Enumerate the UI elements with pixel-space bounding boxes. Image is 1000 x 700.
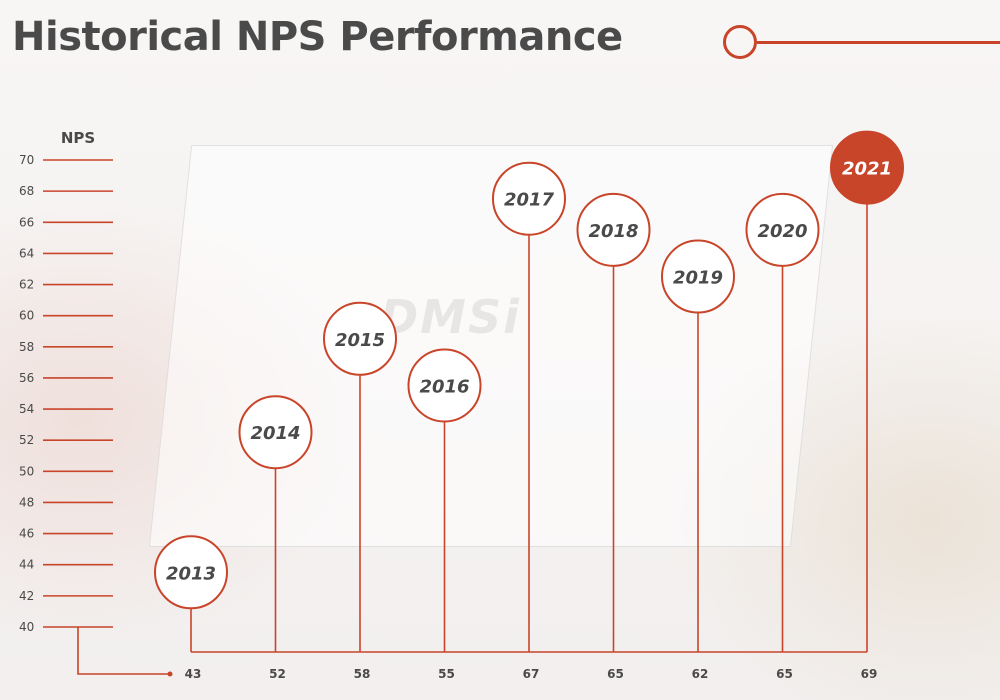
value-label-2019: 62 (692, 667, 709, 681)
value-label-2020: 65 (776, 667, 793, 681)
y-tick-label: 52 (19, 433, 34, 447)
y-tick-label: 64 (19, 246, 34, 260)
bubble-2019 (661, 239, 735, 314)
value-label-2015: 58 (354, 667, 371, 681)
year-label-2013: 2013 (166, 563, 216, 584)
bubble-2018 (576, 192, 651, 267)
y-tick-label: 58 (19, 340, 34, 354)
year-label-2016: 2016 (419, 377, 469, 398)
dmsi-watermark-logo: DMSi (380, 290, 521, 344)
y-tick-label: 56 (19, 371, 34, 385)
y-tick-label: 46 (19, 527, 34, 541)
y-tick-label: 68 (19, 184, 34, 198)
y-tick-label: 60 (19, 309, 34, 323)
y-tick-label: 50 (19, 464, 34, 478)
value-label-2021: 69 (861, 667, 878, 681)
bubble-2016 (407, 348, 482, 423)
year-label-2017: 2017 (504, 190, 555, 211)
page-title: Historical NPS Performance (12, 14, 623, 60)
year-label-2014: 2014 (250, 423, 300, 444)
value-label-2018: 65 (607, 667, 624, 681)
value-label-2016: 55 (438, 667, 455, 681)
y-tick-label: 40 (19, 620, 34, 634)
value-label-2017: 67 (523, 667, 540, 681)
year-label-2015: 2015 (335, 330, 385, 351)
year-label-2020: 2020 (757, 221, 807, 242)
bubble-2020 (745, 192, 820, 267)
bubble-2015 (323, 301, 397, 376)
bubble-2021 (830, 130, 904, 205)
decorative-circle (723, 25, 757, 59)
axis-connector (77, 627, 170, 675)
y-axis-label: NPS (61, 129, 95, 147)
axis-connector-dot (167, 671, 173, 677)
y-tick-label: 48 (19, 495, 34, 509)
y-tick-label: 42 (19, 589, 34, 603)
year-label-2019: 2019 (673, 268, 723, 289)
bubble-2017 (492, 161, 566, 236)
year-label-2021: 2021 (842, 159, 892, 180)
y-tick-label: 44 (19, 558, 34, 572)
bubble-2014 (238, 395, 313, 470)
y-tick-label: 70 (19, 153, 34, 167)
bubble-2013 (154, 535, 228, 610)
y-tick-label: 54 (19, 402, 34, 416)
decorative-line (757, 41, 1000, 44)
y-tick-label: 62 (19, 278, 34, 292)
value-label-2014: 52 (269, 667, 286, 681)
value-label-2013: 43 (185, 667, 202, 681)
y-tick-label: 66 (19, 215, 34, 229)
year-label-2018: 2018 (588, 221, 638, 242)
